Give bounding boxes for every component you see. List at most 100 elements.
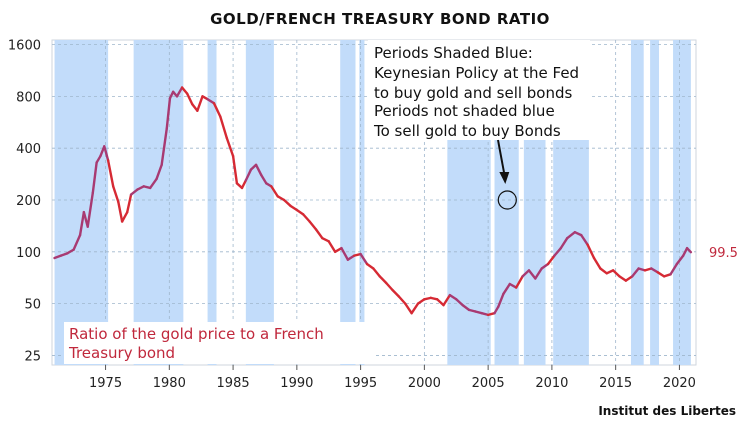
last-value-label: 99.5 <box>709 246 738 261</box>
series-0-segment-38 <box>244 168 253 182</box>
shaded-period-12 <box>673 40 691 365</box>
y-axis: 25 50 100 200 400 800 1600 <box>8 39 41 365</box>
y-tick-label-4: 400 <box>16 142 41 157</box>
series-0-segment-66 <box>416 298 426 305</box>
source-label: Institut des Libertes <box>598 404 736 418</box>
series-0-segment-61 <box>384 281 394 292</box>
x-tick-label-2: 1985 <box>217 376 250 391</box>
series-0-segment-62 <box>391 288 401 298</box>
series-0-segment-40 <box>254 163 263 177</box>
shaded-period-4 <box>340 40 356 365</box>
series-0-segment-92 <box>580 233 589 246</box>
series-0-segment-90 <box>566 230 577 240</box>
series-0-segment-57 <box>359 252 369 266</box>
chart-title: GOLD/FRENCH TREASURY BOND RATIO <box>210 10 550 28</box>
series-0-segment-44 <box>276 195 286 202</box>
series-0-segment-50 <box>314 228 324 240</box>
y-tick-label-2: 100 <box>16 246 41 261</box>
series-0-segment-25 <box>175 86 184 98</box>
series-0-segment-47 <box>295 208 305 216</box>
series-0-segment-63 <box>397 295 407 305</box>
series-0-segment-34 <box>225 136 235 158</box>
series-0-segment-32 <box>212 101 222 118</box>
series-0-segment-59 <box>372 267 381 278</box>
x-tick-label-1: 1980 <box>153 376 186 391</box>
series-0-segment-46 <box>289 204 299 212</box>
annotation-box <box>368 40 590 140</box>
series-0-segment-79 <box>497 292 505 308</box>
series-0-segment-95 <box>599 267 608 275</box>
shaded-period-0 <box>54 40 109 365</box>
series-0-segment-26 <box>180 86 189 95</box>
series-0-segment-107 <box>675 254 685 266</box>
x-tick-label-0: 1975 <box>89 376 122 391</box>
series-0-segment-11 <box>106 159 115 188</box>
series-0-segment-4 <box>78 210 86 237</box>
x-tick-label-3: 1990 <box>280 376 313 391</box>
series-0-segment-99 <box>624 275 634 282</box>
series-0-segment-97 <box>611 269 621 278</box>
series-0-segment-12 <box>112 185 120 204</box>
series-0-segment-8 <box>95 154 102 164</box>
series-0-segment-20 <box>155 163 163 181</box>
series-0-segment-15 <box>126 193 133 214</box>
series-0-segment-52 <box>327 240 337 254</box>
annotation: Periods Shaded Blue: Keynesian Policy at… <box>368 40 590 210</box>
series-0-segment-7 <box>91 161 98 195</box>
x-tick-label-4: 1995 <box>344 376 377 391</box>
series-label-line-1: Ratio of the gold price to a French <box>69 325 324 343</box>
series-0-segment-84 <box>527 269 537 280</box>
annotation-line-5: To sell gold to buy Bonds <box>373 122 561 140</box>
series-0-segment-14 <box>120 210 129 223</box>
series-0-segment-60 <box>378 275 388 285</box>
series-0-segment-2 <box>66 248 75 255</box>
series-0-segment-81 <box>508 282 518 289</box>
annotation-line-4: Periods not shaded blue <box>374 102 555 120</box>
annotation-circle <box>497 190 517 210</box>
series-0-segment-22 <box>165 97 172 130</box>
series-label: Ratio of the gold price to a French Trea… <box>64 322 374 364</box>
series-0-segment-37 <box>240 179 248 190</box>
series-0-segment-33 <box>219 115 228 139</box>
series-0-segment-3 <box>72 233 82 251</box>
series-0-segment-10 <box>103 145 110 162</box>
series-0-segment-64 <box>404 302 413 315</box>
series-0-segment-72 <box>455 298 464 307</box>
series-0-segment-16 <box>129 188 139 196</box>
annotation-arrow <box>497 139 506 175</box>
series-0-segment-21 <box>160 127 168 167</box>
series-0-segment-85 <box>534 267 543 280</box>
series-0-segment-54 <box>340 246 350 261</box>
series-0-segment-94 <box>592 256 602 270</box>
series-0-segment-41 <box>259 173 268 185</box>
series-0-segment-73 <box>461 303 471 312</box>
series-lines <box>53 86 693 317</box>
y-tick-label-5: 800 <box>16 90 41 105</box>
x-tick-label-7: 2010 <box>535 376 568 391</box>
series-0-segment-55 <box>346 254 356 261</box>
series-0-segment-58 <box>365 262 375 270</box>
series-0-segment-103 <box>650 267 659 274</box>
series-0-segment-104 <box>656 271 666 278</box>
x-tick-label-6: 2005 <box>472 376 505 391</box>
series-0-segment-49 <box>308 220 318 231</box>
series-0-segment-78 <box>493 305 500 315</box>
shaded-period-2 <box>207 40 217 365</box>
y-tick-label-1: 50 <box>24 298 41 313</box>
series-0-segment-29 <box>196 95 204 112</box>
series-0-segment-31 <box>206 98 216 105</box>
series-0-segment-82 <box>514 275 524 289</box>
y-tick-label-0: 25 <box>24 349 41 364</box>
series-0-segment-98 <box>618 275 628 282</box>
series-0-segment-100 <box>631 267 640 278</box>
series-label-box <box>64 322 374 364</box>
x-tick-label-8: 2015 <box>599 376 632 391</box>
series-0-segment-19 <box>148 177 158 190</box>
shaded-period-11 <box>650 40 660 365</box>
shaded-period-5 <box>359 40 365 365</box>
series-0-segment-65 <box>410 302 420 315</box>
shaded-period-10 <box>630 40 644 365</box>
series-0-segment-89 <box>559 236 569 250</box>
series-0-segment-106 <box>669 262 679 276</box>
series-0-segment-83 <box>521 269 531 278</box>
